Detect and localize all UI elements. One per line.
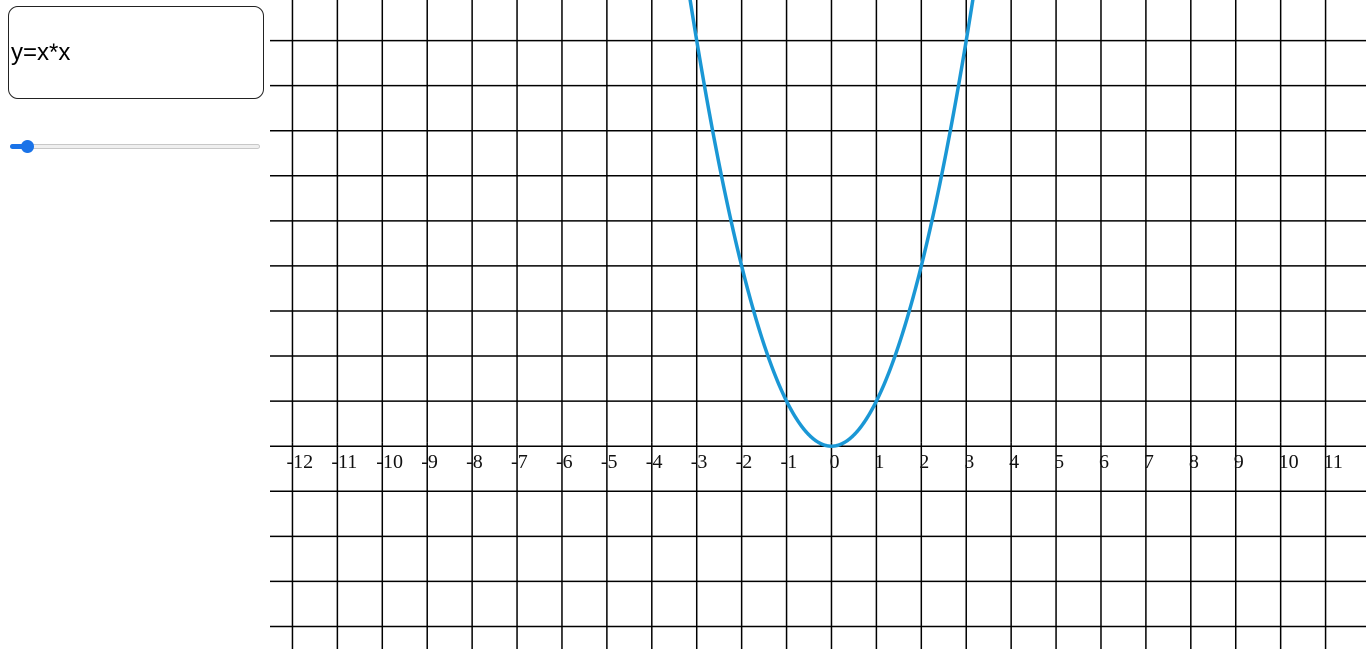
x-tick-label: -10 [376,451,403,473]
x-tick-label: -4 [646,451,663,473]
slider-fill [10,144,28,149]
vertical-gridlines [291,0,1327,649]
x-tick-label: -6 [556,451,573,473]
x-tick-label: -1 [781,451,798,473]
x-tick-label: 7 [1144,451,1154,473]
x-tick-label: -7 [511,451,528,473]
plot-svg[interactable]: -12 -11 -10 -9 -8 -7 -6 -5 -4 -3 -2 -1 0 1 2 3 4 5 6 7 8 9 10 1… [270,0,1366,649]
slider-track[interactable] [10,144,260,149]
parabola-curve [688,0,975,448]
x-tick-label: -11 [331,451,357,473]
zoom-slider[interactable] [10,140,260,154]
x-tick-label: 6 [1099,451,1109,473]
horizontal-gridlines [270,39,1366,628]
x-tick-label: 11 [1324,451,1343,473]
sidebar [0,0,270,649]
x-tick-label: -3 [691,451,708,473]
x-tick-label: 4 [1009,451,1019,473]
x-tick-label: -9 [421,451,438,473]
curves [688,0,975,448]
x-tick-label: 0 [829,451,839,473]
x-tick-label: -2 [736,451,753,473]
x-tick-label: 3 [964,451,974,473]
slider-thumb[interactable] [21,140,34,153]
x-tick-label: -8 [466,451,483,473]
x-tick-label: 9 [1234,451,1244,473]
x-tick-label: 8 [1189,451,1199,473]
x-tick-label: -12 [286,451,313,473]
x-tick-label: -5 [601,451,618,473]
expression-input[interactable] [8,6,264,99]
x-tick-label: 2 [919,451,929,473]
x-tick-label: 1 [874,451,884,473]
x-tick-label: 5 [1054,451,1064,473]
graph-canvas[interactable]: -12 -11 -10 -9 -8 -7 -6 -5 -4 -3 -2 -1 0 1 2 3 4 5 6 7 8 9 10 1… [270,0,1366,649]
x-tick-labels: -12 -11 -10 -9 -8 -7 -6 -5 -4 -3 -2 -1 0 1 2 3 4 5 6 7 8 9 10 1… [286,451,1342,473]
x-tick-label: 10 [1279,451,1299,473]
